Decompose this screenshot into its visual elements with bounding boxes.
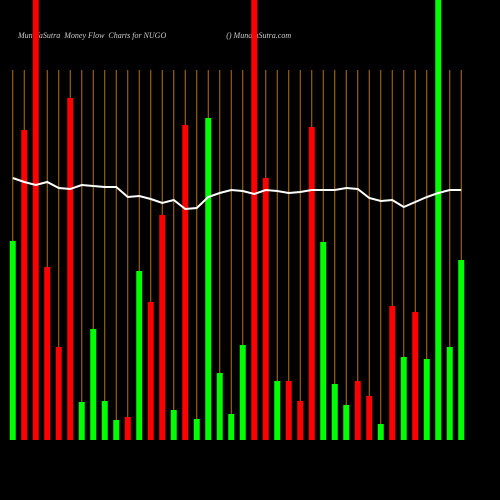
bar [274,381,281,440]
bar [458,260,465,440]
bar [239,345,246,440]
bar [67,98,74,440]
bar [435,0,442,440]
bar [124,417,131,440]
flow-line [12,177,462,211]
bar [228,414,235,440]
bar [423,359,430,440]
bar [343,405,350,440]
bar [44,267,51,440]
bar [101,401,108,440]
bar [285,381,292,440]
bar [251,0,258,440]
bar [377,424,384,440]
bar [262,178,269,440]
bar [9,241,16,440]
bar [32,0,39,440]
bar [193,419,200,440]
chart-title: MunafaSutra Money Flow Charts for NUGO (… [17,31,291,40]
bar [216,373,223,440]
bar [182,125,189,440]
bar [90,329,97,440]
bar [320,242,327,440]
bar [446,347,453,440]
bar [113,420,120,440]
bar [308,127,315,440]
bar [331,384,338,440]
bar [170,410,177,440]
bar [412,312,419,440]
bar [136,271,143,440]
bar [400,357,407,440]
bar [297,401,304,440]
bar [55,347,62,440]
bar [21,130,28,440]
bar [354,381,361,440]
bar [366,396,373,440]
bar [389,306,396,440]
bar [147,302,154,440]
bar [205,118,212,440]
bar [78,402,85,440]
bar [159,215,166,440]
